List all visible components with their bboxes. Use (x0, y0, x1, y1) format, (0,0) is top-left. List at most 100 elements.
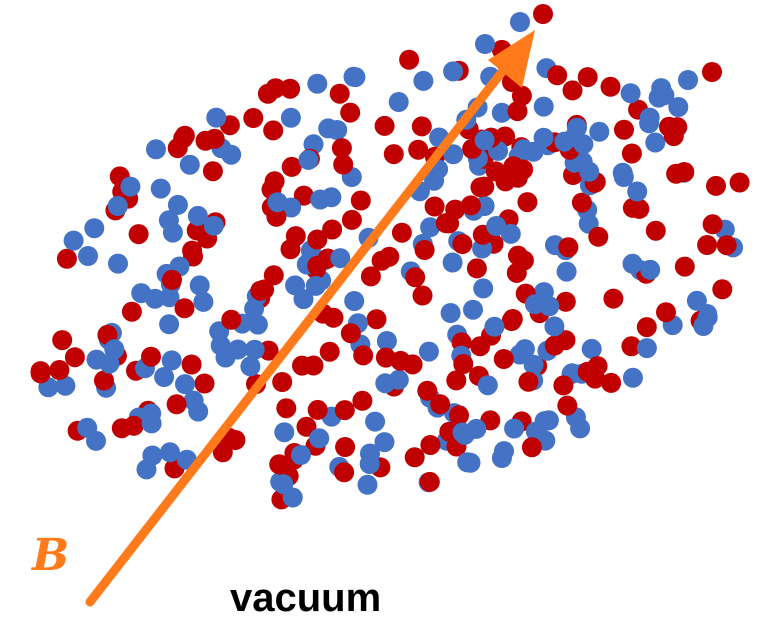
negative-particle (509, 344, 530, 365)
negative-particle (145, 288, 165, 309)
positive-particle (263, 265, 284, 286)
positive-particle (379, 246, 400, 267)
positive-particle (323, 307, 344, 328)
positive-particle (243, 108, 264, 128)
positive-particle (513, 159, 534, 180)
positive-particle (508, 245, 528, 266)
positive-particle (506, 262, 527, 283)
negative-particle (533, 127, 554, 148)
negative-particle (554, 131, 575, 152)
negative-particle (280, 107, 301, 128)
positive-particle (656, 302, 676, 323)
positive-particle (716, 235, 737, 256)
positive-particle (56, 248, 77, 269)
positive-particle (64, 347, 85, 368)
positive-particle (521, 437, 542, 458)
positive-particle (557, 395, 578, 416)
negative-particle (645, 132, 666, 153)
positive-particle (128, 224, 149, 245)
positive-particle (285, 226, 306, 247)
positive-particle (405, 267, 426, 288)
negative-particle (104, 339, 125, 360)
positive-particle (166, 394, 187, 415)
negative-particle (206, 107, 227, 128)
negative-particle (244, 298, 265, 319)
positive-particle (466, 258, 487, 279)
negative-particle (463, 299, 483, 320)
positive-particle (181, 354, 202, 375)
positive-particle (674, 162, 695, 182)
negative-particle (693, 316, 714, 336)
positive-particle (319, 341, 340, 362)
negative-particle (193, 291, 214, 312)
positive-particle (366, 309, 387, 330)
positive-particle (204, 128, 225, 149)
positive-particle (667, 117, 688, 138)
negative-particle (357, 474, 378, 495)
positive-particle (603, 288, 624, 309)
positive-particle (562, 80, 583, 101)
negative-particle (203, 215, 224, 236)
positive-particle (493, 349, 514, 369)
negative-particle (210, 335, 231, 356)
negative-particle (622, 367, 643, 388)
negative-particle (150, 178, 171, 199)
positive-particle (94, 370, 114, 391)
positive-particle (257, 83, 278, 104)
positive-particle (292, 355, 312, 376)
negative-particle (77, 417, 98, 438)
negative-particle (654, 85, 675, 106)
negative-particle (418, 341, 439, 362)
negative-particle (298, 149, 319, 170)
positive-particle (296, 416, 317, 437)
negative-particle (321, 187, 342, 208)
positive-particle (706, 175, 726, 196)
negative-particle (573, 134, 594, 155)
negative-particle (318, 118, 339, 139)
positive-particle (173, 128, 194, 149)
positive-particle (555, 291, 576, 312)
positive-particle (49, 360, 70, 380)
positive-particle (162, 269, 182, 290)
positive-particle (417, 380, 438, 401)
positive-particle (360, 266, 381, 287)
negative-particle (581, 338, 602, 359)
positive-particle (501, 311, 522, 331)
positive-particle (452, 234, 473, 254)
positive-particle (470, 177, 491, 198)
positive-particle (420, 435, 441, 455)
positive-particle (600, 76, 621, 97)
positive-particle (555, 330, 576, 351)
positive-particle (340, 102, 361, 123)
positive-particle (391, 222, 412, 243)
negative-particle (221, 144, 242, 165)
negative-particle (538, 410, 559, 431)
positive-particle (307, 399, 328, 420)
negative-particle (285, 275, 306, 296)
negative-particle (309, 428, 330, 449)
negative-particle (161, 350, 182, 371)
negative-particle (627, 181, 648, 202)
negative-particle (365, 411, 386, 432)
field-arrow-head (488, 30, 535, 88)
positive-particle (547, 65, 568, 86)
negative-particle (167, 194, 188, 215)
positive-particle (266, 206, 287, 227)
positive-particle (307, 229, 328, 250)
negative-particle (486, 216, 507, 236)
magnetic-field-arrow (85, 30, 535, 607)
negative-particle (452, 422, 473, 443)
positive-particle (435, 213, 456, 234)
negative-particle (240, 356, 261, 377)
negative-particle (374, 432, 395, 453)
negative-particle (533, 96, 554, 117)
negative-particle (473, 278, 494, 299)
positive-particle (269, 454, 290, 475)
negative-particle (474, 130, 495, 151)
positive-particle (174, 298, 195, 319)
positive-particle (577, 67, 598, 88)
negative-particle (376, 331, 397, 351)
positive-particle (276, 398, 297, 419)
positive-particle (645, 220, 666, 241)
negative-particle (510, 12, 530, 32)
